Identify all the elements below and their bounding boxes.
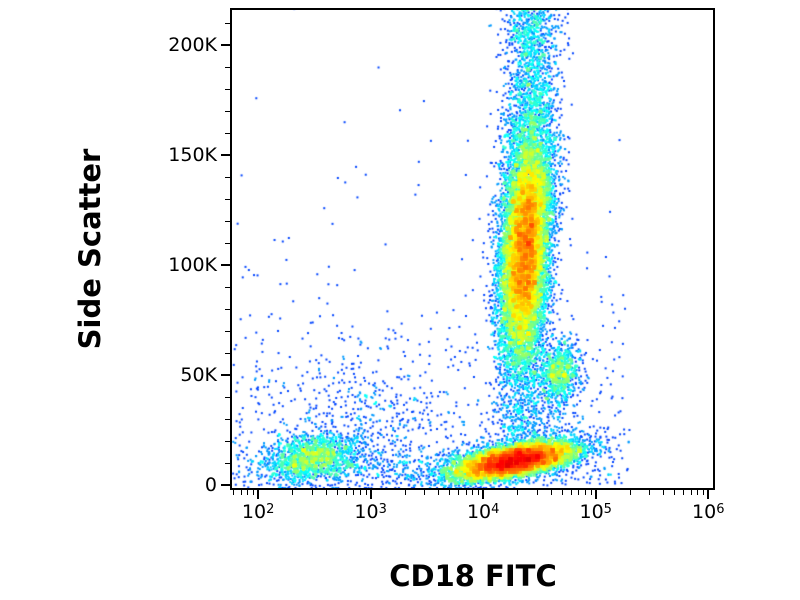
x-minor-tick <box>690 490 692 495</box>
x-minor-tick <box>233 490 235 495</box>
x-major-tick <box>482 490 485 499</box>
y-minor-tick <box>225 353 230 355</box>
x-minor-tick <box>561 490 563 495</box>
y-major-tick <box>221 264 230 267</box>
y-minor-tick <box>225 243 230 245</box>
x-minor-tick <box>353 490 355 495</box>
density-scatter-canvas <box>230 8 715 490</box>
x-tick-label: 104 <box>466 501 500 523</box>
x-minor-tick <box>292 490 293 495</box>
y-major-tick <box>221 374 230 377</box>
x-minor-tick <box>472 490 474 495</box>
y-axis-title: Side Scatter <box>73 148 107 350</box>
x-minor-tick <box>359 490 361 495</box>
x-minor-tick <box>517 490 519 495</box>
x-axis-title: CD18 FITC <box>389 559 557 593</box>
y-minor-tick <box>225 111 230 113</box>
x-major-tick <box>594 490 597 499</box>
x-minor-tick <box>438 490 440 495</box>
y-tick-label: 100K <box>168 254 217 277</box>
x-minor-tick <box>458 490 460 495</box>
x-minor-tick <box>584 490 586 495</box>
x-minor-tick <box>536 490 538 495</box>
x-minor-tick <box>345 490 347 495</box>
y-minor-tick <box>225 462 230 464</box>
y-tick-label: 150K <box>168 144 217 167</box>
y-minor-tick <box>225 199 230 201</box>
x-minor-tick <box>252 490 254 495</box>
y-tick-label: 50K <box>180 364 217 387</box>
x-minor-tick <box>478 490 480 495</box>
x-minor-tick <box>240 490 242 495</box>
x-minor-tick <box>404 490 406 495</box>
y-minor-tick <box>225 89 230 91</box>
x-minor-tick <box>325 490 327 495</box>
y-minor-tick <box>225 331 230 333</box>
x-minor-tick <box>649 490 651 495</box>
x-minor-tick <box>311 490 313 495</box>
y-minor-tick <box>225 309 230 311</box>
x-tick-label: 106 <box>692 501 725 523</box>
x-minor-tick <box>697 490 699 495</box>
x-tick-label: 105 <box>579 501 612 523</box>
y-minor-tick <box>225 397 230 399</box>
y-minor-tick <box>225 23 230 25</box>
x-minor-tick <box>550 490 552 495</box>
x-major-tick <box>707 490 710 499</box>
y-minor-tick <box>225 419 230 420</box>
x-minor-tick <box>247 490 249 495</box>
y-minor-tick <box>225 287 230 289</box>
x-minor-tick <box>449 490 451 495</box>
x-tick-label: 102 <box>241 501 275 523</box>
x-minor-tick <box>336 490 338 495</box>
y-tick-label: 200K <box>168 34 217 57</box>
x-minor-tick <box>424 490 426 495</box>
x-minor-tick <box>703 490 705 495</box>
y-minor-tick <box>225 67 230 69</box>
x-minor-tick <box>663 490 665 495</box>
y-minor-tick <box>225 133 230 135</box>
x-minor-tick <box>629 490 631 495</box>
x-tick-label: 103 <box>354 501 387 523</box>
y-major-tick <box>221 483 230 486</box>
y-minor-tick <box>225 177 230 179</box>
x-minor-tick <box>578 490 580 495</box>
y-tick-label: 0 <box>204 473 217 496</box>
x-minor-tick <box>365 490 367 495</box>
y-minor-tick <box>225 440 230 442</box>
y-minor-tick <box>225 221 230 223</box>
x-major-tick <box>257 490 260 499</box>
x-minor-tick <box>465 490 467 495</box>
x-major-tick <box>369 490 372 499</box>
y-major-tick <box>221 154 230 157</box>
x-minor-tick <box>590 490 592 495</box>
x-minor-tick <box>570 490 572 495</box>
x-minor-tick <box>683 490 685 495</box>
x-minor-tick <box>674 490 676 495</box>
y-major-tick <box>221 44 230 47</box>
